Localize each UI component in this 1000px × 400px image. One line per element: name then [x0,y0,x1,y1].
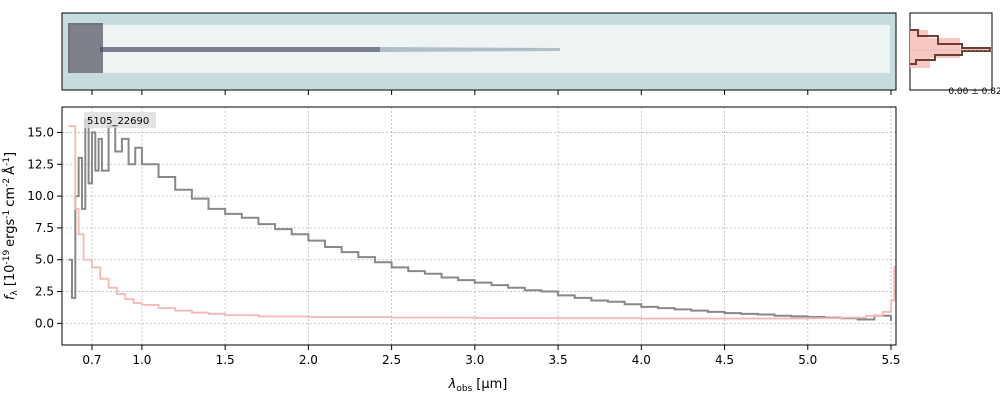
x-tick-label: 1.0 [132,353,151,367]
x-tick-label: 4.0 [632,353,651,367]
series-line-1 [68,125,896,320]
y-tick-label: 7.5 [35,221,54,235]
spectrum-2d-panel [61,12,897,91]
profile-fill [910,30,990,68]
y-tick-label: 0.0 [35,316,54,330]
plot-background [62,107,896,345]
profile-label: 0.00 ± 0.82 [948,87,1000,97]
y-ticks: 0.0 2.5 5.0 7.5 10.0 12.5 15.0 [27,125,62,330]
y-tick-label: 12.5 [27,157,54,171]
annotation-label: 5105_22690 [87,116,149,127]
profile-line [910,29,991,65]
spectrum-2d-noise [68,23,103,73]
annotation-box [84,112,156,128]
spectrum-2d-frame [61,12,897,91]
y-tick-label: 2.5 [35,285,54,299]
spectrum-1d-panel: 0.7 1.0 1.5 2.0 2.5 3.0 3.5 4.0 4.5 5.0 5.5 0.0 2.5… [27,90,901,367]
y-tick-label: 10.0 [27,189,54,203]
x-tick-label: 5.5 [881,353,900,367]
x-axis-label: λobs [μm] [448,377,508,394]
x-tick-label: 3.0 [465,353,484,367]
x-tick-label: 2.5 [382,353,401,367]
series-line-0 [68,118,893,321]
series-group [68,118,896,321]
spectrum-2d-fade [380,47,560,52]
spectrum-2d-core [100,47,380,52]
x-tick-label: 2.0 [299,353,318,367]
spectrum-2d-trace [68,23,890,73]
y-axis-label: fλ[10-19ergs-1cm-2Å-1] [2,152,20,300]
grid [62,107,896,345]
x-tick-label: 0.7 [82,353,101,367]
y-tick-label: 15.0 [27,125,54,139]
y-tick-label: 5.0 [35,253,54,267]
x-tick-label: 1.5 [216,353,235,367]
profile-panel: 0.00 ± 0.82 [909,12,1000,97]
x-tick-label: 3.5 [549,353,568,367]
x-tick-label: 4.5 [715,353,734,367]
x-tick-label: 5.0 [798,353,817,367]
plot-frame [61,106,897,346]
x-ticks: 0.7 1.0 1.5 2.0 2.5 3.0 3.5 4.0 4.5 5.0 5.5 [82,90,901,367]
